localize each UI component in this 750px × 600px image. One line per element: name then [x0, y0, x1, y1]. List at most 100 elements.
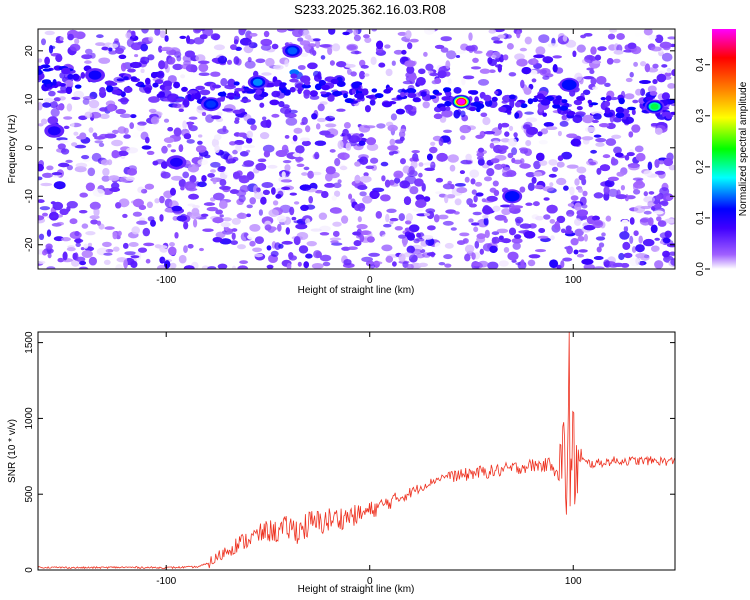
spectrogram-cell — [347, 246, 358, 250]
spectrogram-cell — [332, 221, 342, 227]
spectrogram-cell — [195, 54, 206, 62]
spectrogram-cell — [40, 118, 48, 125]
spectrogram-cell — [141, 29, 149, 34]
spectrogram-cell — [142, 227, 150, 237]
spectrogram-cell — [262, 116, 267, 121]
spectrogram-cell — [584, 54, 596, 64]
spectrogram-cell — [198, 72, 210, 76]
spectrogram-cell — [508, 125, 514, 131]
spectrogram-cell — [664, 72, 672, 77]
spectrogram-cell — [356, 224, 368, 230]
spectrogram-cell — [238, 132, 247, 138]
spectrogram-cell — [590, 149, 597, 154]
spectrogram-cell — [498, 145, 509, 151]
spectrogram-cell — [513, 159, 523, 165]
spectrogram-cell — [332, 182, 342, 189]
spectrogram-cell — [589, 161, 597, 166]
spectrogram-cell — [359, 234, 365, 243]
spectrogram-cell — [189, 212, 202, 220]
spectrogram-cell — [68, 74, 75, 78]
spectrogram-cell — [470, 178, 476, 185]
spectrogram-cell — [85, 48, 93, 55]
spectrogram-cell — [345, 142, 352, 151]
spectrogram-cell — [627, 163, 640, 169]
spectrogram-cell — [260, 38, 273, 46]
spectrogram-cell — [605, 138, 617, 146]
spectrogram-cell — [509, 94, 516, 100]
spectrogram-cell — [445, 90, 452, 97]
spectrogram-cell — [507, 152, 514, 159]
spectrogram-cell — [120, 97, 129, 105]
spectrogram-cell — [184, 50, 195, 58]
spectrogram-cell — [172, 63, 183, 71]
spectrogram-cell — [501, 208, 511, 216]
spectrogram-cell — [173, 81, 181, 89]
spectrogram-cell — [394, 177, 401, 184]
spectrogram-cell — [538, 34, 550, 43]
spectrogram-cell — [364, 37, 372, 43]
spectrogram-cell — [390, 113, 397, 121]
spectrogram-cell — [629, 71, 634, 78]
spectrogram-cell — [182, 171, 190, 179]
spectrogram-cell — [566, 133, 578, 139]
spectrogram-cell — [519, 163, 531, 169]
spectrogram-cell — [369, 190, 380, 200]
colorbar: 0.0 0.1 0.2 0.3 0.4 Normalized spectral ampl… — [695, 29, 749, 276]
spectrogram-cell — [498, 260, 509, 267]
spectrogram-cell — [491, 237, 497, 244]
spectrogram-cell — [239, 108, 246, 113]
spectrogram-cell — [344, 98, 354, 104]
spectrogram-cell — [619, 231, 630, 240]
spectrogram-cell — [316, 123, 321, 130]
spectrogram-cell — [98, 57, 111, 64]
spectrogram-cell — [183, 221, 189, 230]
spectrogram-cell — [76, 256, 86, 262]
spectrogram-cell — [668, 251, 675, 256]
spectrogram-cell — [440, 36, 452, 42]
spectrogram-cell — [604, 100, 611, 107]
spectrogram-cell — [581, 204, 588, 209]
spectrogram-cell — [258, 209, 263, 216]
spectrogram-cell — [339, 165, 348, 171]
spectrogram-cell — [404, 60, 416, 68]
spectrogram-cell — [615, 152, 624, 158]
spectrogram-cell — [520, 79, 525, 89]
spectrogram-cell — [438, 137, 444, 146]
spectrogram-cell — [104, 80, 112, 85]
y-tick-label: -20 — [24, 237, 35, 252]
spectrogram-cell — [273, 64, 284, 70]
x-tick-label: 0 — [367, 275, 373, 286]
spectrogram-cell — [243, 160, 255, 167]
spectrogram-cell — [430, 161, 436, 170]
spectrogram-cell — [502, 171, 513, 178]
spectrogram-cell — [140, 68, 145, 73]
spectrogram-cell — [556, 161, 565, 168]
spectrogram-cell — [586, 67, 594, 71]
spectrogram-cell — [174, 232, 179, 239]
spectrogram-cell — [59, 36, 64, 41]
spectrogram-cell — [599, 123, 610, 128]
spectrogram-cell — [556, 264, 562, 269]
spectrogram-cell — [55, 104, 65, 111]
spectrogram-cell — [385, 68, 393, 77]
spectrogram-cell — [409, 38, 419, 43]
spectrogram-cell — [578, 174, 586, 181]
spectrogram-cell — [350, 71, 357, 77]
spectrogram-cell — [444, 263, 452, 268]
spectrogram-cell — [207, 266, 217, 269]
spectrogram-cell — [203, 202, 215, 206]
spectrogram-cell — [462, 75, 475, 80]
spectrogram-cell — [506, 110, 512, 114]
spectrogram-cell — [233, 81, 240, 86]
spectrogram-cell — [357, 88, 364, 92]
figure-title: S233.2025.362.16.03.R08 — [294, 2, 446, 17]
spectrogram-cell — [643, 191, 648, 197]
spectrogram-cell — [433, 113, 443, 120]
spectrogram-cell — [145, 258, 151, 264]
spectrogram-cell — [42, 212, 48, 217]
spectrogram-cell — [246, 118, 256, 125]
spectrogram-cell — [648, 191, 655, 195]
spectrogram-cell — [500, 138, 510, 143]
spectrogram-cell — [172, 103, 182, 109]
spectrogram-cell — [400, 91, 406, 98]
